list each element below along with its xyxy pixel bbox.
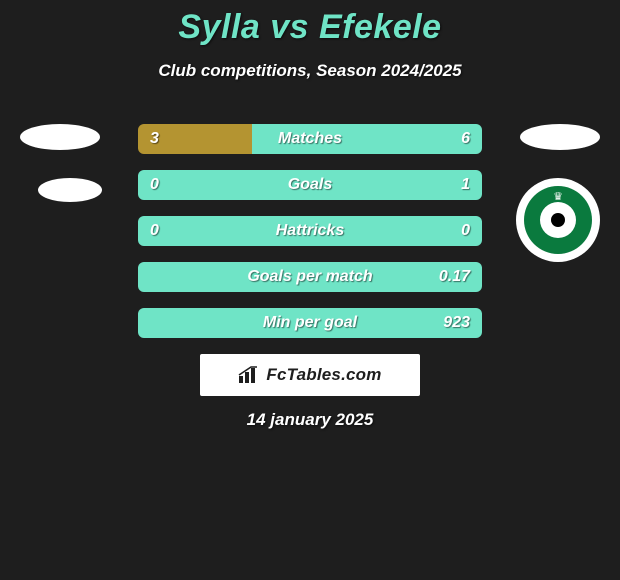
stat-row: 923Min per goal [138, 308, 482, 338]
stat-row: 00Hattricks [138, 216, 482, 246]
stats-list: 36Matches 01Goals 00Hattricks 0.17Goals per… [138, 124, 482, 354]
player-left-badge-2 [38, 178, 102, 202]
stat-label: Matches [138, 124, 482, 154]
club-badge: ♛ [516, 178, 600, 262]
stat-label: Goals per match [138, 262, 482, 292]
stat-label: Goals [138, 170, 482, 200]
stat-row: 36Matches [138, 124, 482, 154]
player-left-badge-1 [20, 124, 100, 150]
stat-label: Min per goal [138, 308, 482, 338]
crown-icon: ♛ [553, 190, 563, 203]
brand-label: FcTables.com [266, 365, 381, 385]
bar-chart-icon [238, 366, 260, 384]
stat-label: Hattricks [138, 216, 482, 246]
club-badge-dot [551, 213, 565, 227]
stat-row: 0.17Goals per match [138, 262, 482, 292]
brand-box[interactable]: FcTables.com [200, 354, 420, 396]
player-right-badge [520, 124, 600, 150]
subtitle: Club competitions, Season 2024/2025 [0, 61, 620, 81]
club-badge-inner: ♛ [524, 186, 592, 254]
page-title: Sylla vs Efekele [0, 0, 620, 47]
club-badge-core [540, 202, 576, 238]
stat-row: 01Goals [138, 170, 482, 200]
comparison-card: Sylla vs Efekele Club competitions, Seas… [0, 0, 620, 580]
date-label: 14 january 2025 [0, 410, 620, 430]
